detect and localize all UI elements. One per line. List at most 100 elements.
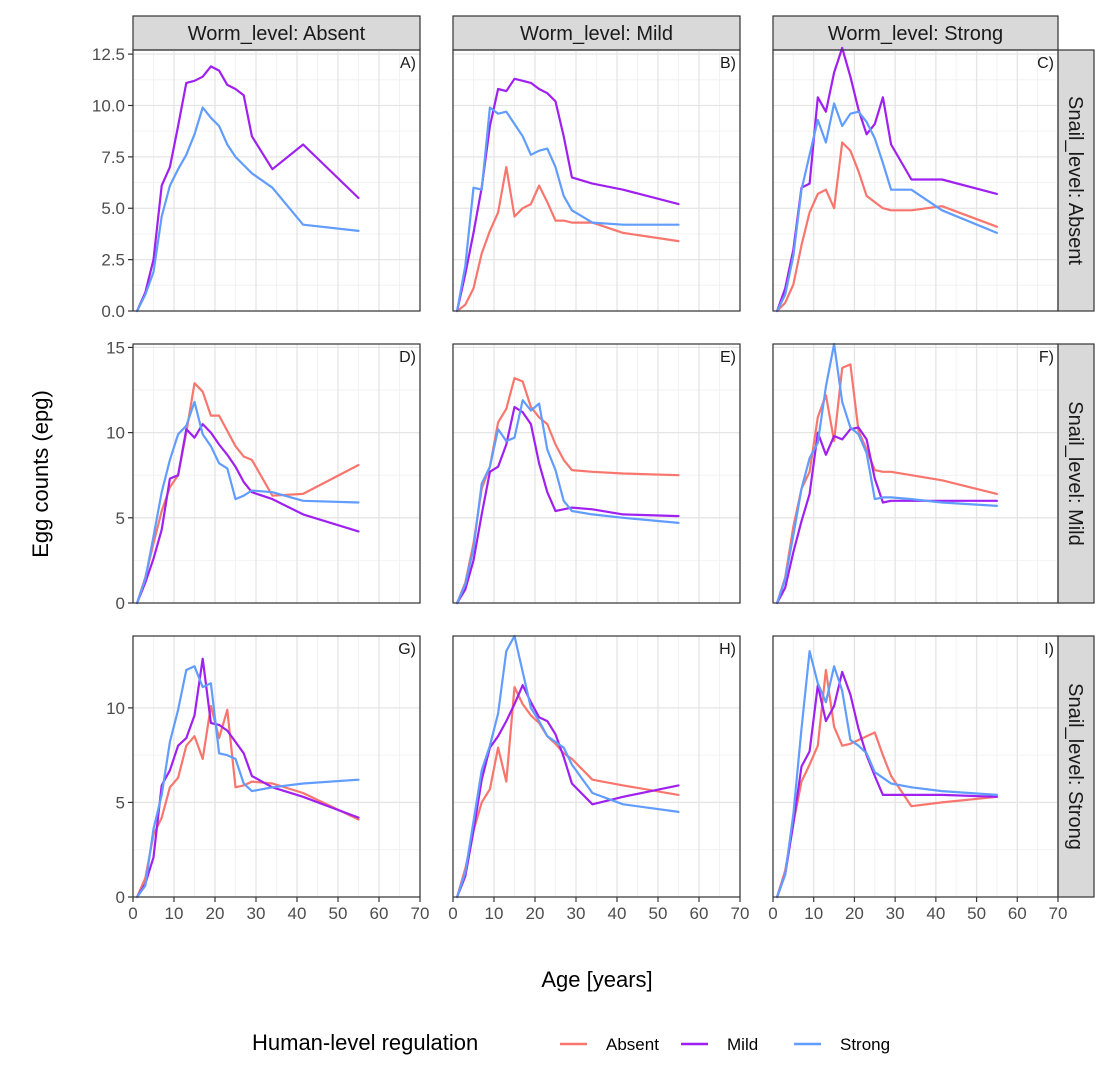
- panel-border: [772, 635, 1059, 898]
- panel-tag: I): [1044, 641, 1054, 658]
- x-tick-label: 30: [886, 904, 905, 923]
- col-strip-label-2: Worm_level: Mild: [520, 23, 673, 45]
- panel-border: [452, 343, 741, 604]
- panel-border: [452, 635, 741, 898]
- col-strip-label-3: Worm_level: Strong: [828, 23, 1003, 45]
- x-tick-label: 10: [165, 904, 184, 923]
- panel-h: [452, 634, 741, 902]
- y-tick-label: 0: [116, 888, 125, 907]
- series-line-mild: [136, 657, 360, 899]
- panel-tag: A): [400, 55, 416, 72]
- x-tick-label: 30: [567, 904, 586, 923]
- panel-border: [132, 49, 421, 312]
- series-line-mild: [136, 65, 360, 313]
- x-tick-label: 40: [288, 904, 307, 923]
- x-tick-label: 20: [206, 904, 225, 923]
- panel-b: [452, 49, 741, 313]
- x-tick-label: 0: [128, 904, 137, 923]
- panel-border: [772, 343, 1059, 604]
- panel-c: [772, 46, 1059, 313]
- panel-tag: E): [720, 349, 736, 366]
- series-line-mild: [456, 405, 680, 605]
- series-line-strong: [775, 649, 999, 899]
- col-strip-2: [452, 15, 741, 51]
- series-line-absent: [456, 166, 680, 313]
- y-tick-label: 0: [116, 594, 125, 613]
- panel-tag: H): [719, 641, 736, 658]
- series-line-absent: [775, 141, 999, 313]
- x-tick-label: 0: [448, 904, 457, 923]
- y-tick-label: 10.0: [92, 96, 125, 115]
- series-line-strong: [775, 102, 999, 313]
- panel-tag: G): [398, 641, 416, 658]
- series-line-absent: [456, 685, 680, 899]
- x-tick-label: 50: [967, 904, 986, 923]
- x-tick-label: 50: [649, 904, 668, 923]
- series-line-strong: [136, 665, 360, 899]
- row-strip-label-3: Snail_level: Strong: [1064, 683, 1086, 850]
- y-tick-label: 0.0: [101, 302, 125, 321]
- panel-border: [772, 49, 1059, 312]
- col-strip-label-1: Worm_level: Absent: [188, 23, 366, 45]
- row-strip-label-2: Snail_level: Mild: [1064, 401, 1086, 546]
- x-tick-label: 60: [690, 904, 709, 923]
- x-tick-label: 10: [804, 904, 823, 923]
- panel-a: [128, 49, 421, 313]
- panel-border: [132, 635, 421, 898]
- x-tick-label: 20: [845, 904, 864, 923]
- panel-border: [452, 49, 741, 312]
- x-tick-label: 30: [247, 904, 266, 923]
- panel-border: [132, 343, 421, 604]
- series-line-strong: [136, 106, 360, 313]
- y-tick-label: 12.5: [92, 45, 125, 64]
- x-tick-label: 40: [926, 904, 945, 923]
- row-strip-label-1: Snail_level: Absent: [1064, 96, 1086, 265]
- y-tick-label: 10: [106, 699, 125, 718]
- row-strip-1: [1057, 49, 1095, 312]
- series-line-strong: [456, 634, 680, 899]
- y-tick-label: 2.5: [101, 251, 125, 270]
- col-strip-1: [132, 15, 421, 51]
- series-line-absent: [456, 377, 680, 605]
- panel-g: [128, 635, 421, 902]
- row-strip-2: [1057, 343, 1095, 604]
- series-line-strong: [456, 399, 680, 605]
- x-tick-label: 0: [768, 904, 777, 923]
- panel-tag: D): [399, 349, 416, 366]
- y-tick-label: 5: [116, 793, 125, 812]
- y-tick-label: 5: [116, 509, 125, 528]
- panel-tag: B): [720, 55, 736, 72]
- series-line-mild: [775, 426, 999, 605]
- series-line-strong: [136, 400, 360, 605]
- series-line-absent: [136, 704, 360, 899]
- series-line-mild: [136, 423, 360, 605]
- legend-label-mild: Mild: [727, 1035, 758, 1054]
- x-tick-label: 40: [608, 904, 627, 923]
- panel-tag: C): [1037, 55, 1054, 72]
- series-line-absent: [136, 382, 360, 605]
- y-tick-label: 5.0: [101, 199, 125, 218]
- x-tick-label: 60: [1008, 904, 1027, 923]
- series-line-strong: [456, 106, 680, 313]
- x-tick-label: 70: [1049, 904, 1068, 923]
- x-tick-label: 70: [411, 904, 430, 923]
- x-tick-label: 20: [526, 904, 545, 923]
- panel-d: [128, 343, 421, 605]
- legend-label-absent: Absent: [606, 1035, 659, 1054]
- panel-e: [452, 343, 741, 605]
- y-axis-title: Egg counts (epg): [28, 390, 53, 558]
- x-tick-label: 50: [329, 904, 348, 923]
- x-axis-title: Age [years]: [541, 967, 652, 992]
- y-tick-label: 10: [106, 424, 125, 443]
- panel-f: [772, 342, 1059, 605]
- series-line-mild: [775, 670, 999, 899]
- legend-title: Human-level regulation: [252, 1030, 478, 1055]
- y-tick-label: 7.5: [101, 148, 125, 167]
- legend-label-strong: Strong: [840, 1035, 890, 1054]
- series-line-strong: [775, 342, 999, 605]
- panel-tag: F): [1039, 349, 1054, 366]
- y-tick-label: 15: [106, 338, 125, 357]
- panel-i: [772, 635, 1059, 902]
- col-strip-3: [772, 15, 1059, 51]
